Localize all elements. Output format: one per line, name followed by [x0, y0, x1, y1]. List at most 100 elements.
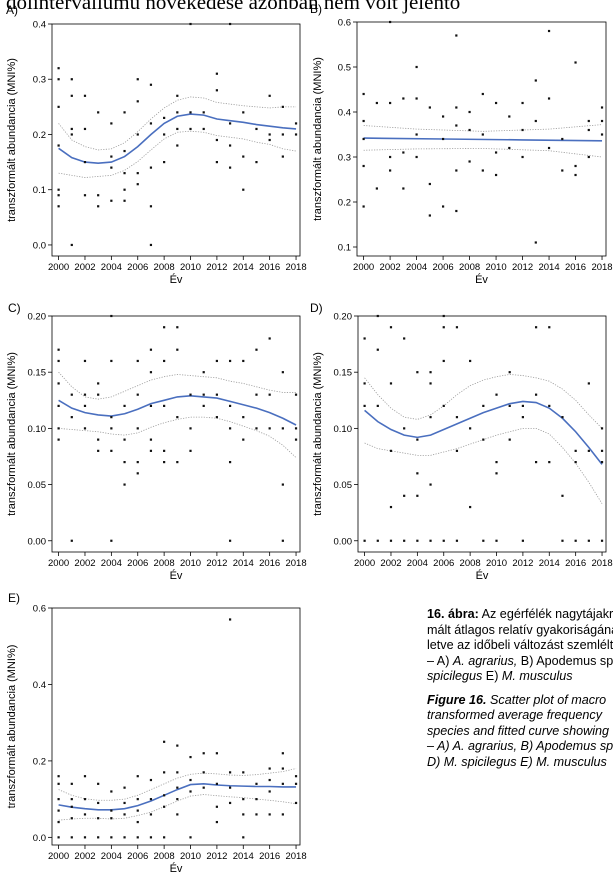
- x-tick-label: 2012: [206, 558, 227, 569]
- data-point: [376, 348, 379, 351]
- confidence-upper-line: [363, 124, 603, 132]
- data-point: [83, 775, 87, 778]
- x-tick-label: 2014: [233, 558, 254, 569]
- data-point: [57, 404, 60, 407]
- data-point: [534, 119, 537, 123]
- data-point: [57, 438, 60, 441]
- data-point: [215, 393, 218, 396]
- data-point: [202, 752, 205, 755]
- data-point: [415, 133, 418, 136]
- data-point: [495, 539, 498, 542]
- data-point: [534, 393, 538, 396]
- data-point: [163, 740, 166, 743]
- data-point: [389, 505, 393, 509]
- data-point: [123, 786, 126, 789]
- data-point: [57, 798, 60, 801]
- y-tick-label: 0.1: [33, 185, 46, 196]
- data-point: [389, 326, 393, 329]
- data-point: [83, 836, 87, 839]
- data-point: [508, 404, 511, 407]
- data-point: [294, 438, 298, 441]
- data-point: [189, 393, 192, 396]
- data-point: [189, 778, 192, 782]
- chart-panel-c: 2000 2002 2004 2006 2008 2010 2012 2014 2016 2018…: [6, 301, 307, 582]
- data-point: [202, 111, 205, 114]
- data-point: [403, 337, 406, 340]
- data-point: [70, 243, 73, 247]
- data-point: [587, 539, 590, 542]
- data-point: [228, 786, 232, 789]
- data-point: [363, 382, 366, 385]
- data-point: [363, 539, 366, 542]
- data-point: [376, 314, 379, 318]
- plot-frame: [356, 21, 607, 257]
- data-point: [123, 199, 126, 202]
- data-point: [176, 771, 179, 774]
- y-tick-label: 0.10: [334, 424, 353, 435]
- data-point: [110, 790, 113, 793]
- plot-frame: [51, 607, 301, 846]
- data-point: [110, 836, 113, 839]
- y-axis-label: transzformált abundancia (MNI%): [312, 352, 324, 516]
- confidence-upper-line: [58, 371, 297, 400]
- data-point: [375, 101, 378, 105]
- data-point: [242, 438, 245, 441]
- data-point: [429, 539, 432, 542]
- y-tick-label: 0.5: [338, 63, 351, 74]
- y-tick-label: 0.3: [338, 153, 351, 164]
- caption-hu-line: Az egérfélék nagytájakra: [478, 607, 613, 621]
- fitted-curve-line: [58, 113, 297, 165]
- data-point: [268, 778, 271, 782]
- header-text: dolintervallumú növekedése azonban nem v…: [6, 0, 461, 14]
- x-tick-label: 2018: [285, 558, 306, 569]
- x-tick-label: 2014: [539, 558, 560, 569]
- data-point: [600, 539, 604, 542]
- caption-en-line: transformed average frequency: [427, 708, 603, 722]
- plot-frame: [51, 315, 301, 553]
- data-point: [242, 359, 245, 363]
- panel-label: C): [8, 301, 21, 315]
- y-tick-label: 0.20: [334, 312, 353, 323]
- y-axis-label: transzformált abundancia (MNI%): [6, 352, 18, 516]
- data-point: [57, 348, 60, 351]
- data-point: [416, 539, 419, 542]
- plot-frame: [357, 315, 607, 553]
- data-point: [110, 539, 113, 542]
- caption-en-line: – A) A. agrarius, B) Apodemus sp: [427, 739, 613, 753]
- x-tick-label: 2000: [354, 558, 375, 569]
- data-point: [415, 97, 418, 100]
- data-point: [494, 173, 498, 177]
- data-point: [97, 782, 100, 785]
- data-point: [136, 461, 139, 464]
- x-tick-label: 2008: [154, 558, 175, 569]
- data-point: [97, 817, 100, 820]
- data-point: [429, 371, 432, 374]
- data-point: [70, 393, 73, 396]
- data-point: [176, 111, 179, 114]
- data-point: [416, 438, 419, 441]
- data-point: [136, 820, 139, 824]
- data-point: [482, 539, 485, 542]
- panel-label: E): [8, 591, 20, 605]
- data-point: [362, 137, 365, 141]
- data-point: [534, 241, 537, 244]
- data-point: [110, 449, 113, 452]
- data-point: [403, 494, 406, 497]
- data-point: [455, 34, 458, 37]
- x-tick-label: 2004: [101, 851, 122, 862]
- data-point: [110, 809, 113, 812]
- fitted-curve-line: [364, 400, 603, 465]
- data-point: [83, 798, 87, 801]
- data-point: [441, 137, 445, 141]
- x-tick-label: 2016: [259, 262, 280, 273]
- data-point: [281, 539, 284, 542]
- data-point: [70, 539, 73, 542]
- x-tick-label: 2002: [380, 262, 401, 273]
- data-point: [228, 359, 232, 363]
- data-point: [281, 767, 284, 770]
- data-point: [600, 133, 604, 136]
- data-point: [189, 427, 192, 430]
- x-tick-label: 2018: [285, 851, 306, 862]
- data-point: [508, 438, 511, 441]
- data-point: [508, 115, 511, 118]
